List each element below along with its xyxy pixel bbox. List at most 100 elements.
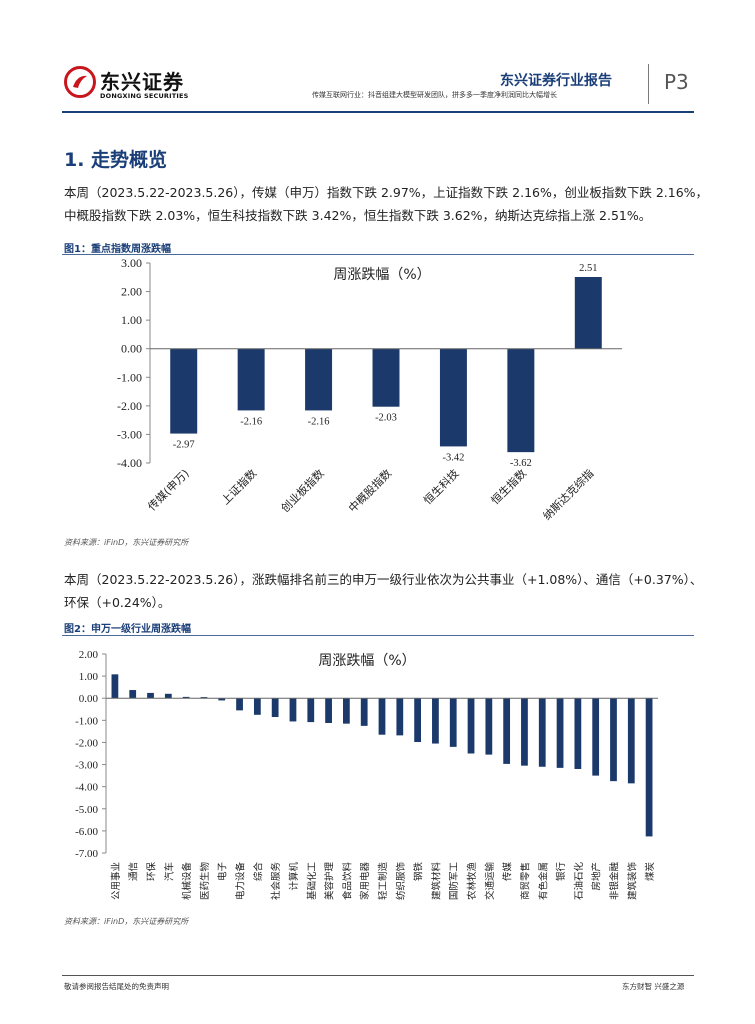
x-tick-label: 电力设备 (235, 862, 247, 901)
x-tick-label: 环保 (146, 862, 158, 882)
x-tick-label: 房地产 (591, 862, 603, 891)
x-tick-label: 建筑装饰 (626, 862, 638, 900)
x-tick-label: 中概股指数 (345, 466, 394, 515)
y-tick-label: 3.00 (121, 256, 142, 270)
chart-index-weekly-change: 3.00 2.00 1.00 0.00 -1.00 -2.00 -3.00 -4.00 -2.9… (117, 256, 622, 523)
x-tick-label: 通信 (128, 862, 140, 881)
x-tick-label: 恒生指数 (488, 466, 529, 507)
page-number: P3 (664, 70, 689, 94)
footer-disclaimer: 敬请参阅报告结尾处的免责声明 (64, 982, 169, 991)
y-tick-label: -1.00 (117, 370, 142, 384)
paragraph-line: 中概股指数下跌 2.03%，恒生科技指数下跌 3.42%，恒生指数下跌 3.62… (64, 208, 652, 223)
bar (507, 348, 535, 453)
data-label: -3.62 (510, 458, 532, 469)
x-tick-label: 机械设备 (181, 862, 193, 901)
data-label: -2.16 (308, 416, 330, 427)
x-tick-label: 煤炭 (644, 862, 656, 882)
bar (574, 277, 602, 349)
data-label: 2.51 (579, 263, 597, 274)
section-title: 1. 走势概览 (64, 149, 168, 171)
data-label: -3.42 (442, 452, 464, 463)
y-tick-label: 0.00 (79, 693, 99, 705)
company-logo-icon (64, 66, 96, 98)
bar (360, 698, 368, 726)
y-tick-label: -2.00 (117, 399, 142, 413)
x-tick-label: 有色金属 (537, 862, 549, 900)
y-tick-label: -2.00 (75, 737, 98, 749)
x-tick-label: 纺织服饰 (395, 862, 407, 900)
bar (305, 348, 333, 411)
footer-rule (62, 975, 694, 976)
y-tick-label: -1.00 (75, 715, 98, 727)
x-tick-label: 传媒(申万) (145, 467, 191, 513)
x-tick-label: 计算机 (288, 862, 300, 891)
bar (271, 698, 279, 718)
bar (200, 697, 208, 699)
x-tick-label: 家用电器 (359, 862, 371, 901)
x-tick-label: 农林牧渔 (466, 862, 478, 901)
footer-slogan: 东方财智 兴盛之源 (622, 982, 685, 991)
x-tick-label: 美容护理 (324, 862, 336, 901)
bar (182, 696, 190, 699)
bar (378, 698, 386, 735)
x-tick-label: 电子 (217, 862, 229, 882)
y-tick-label: -7.00 (75, 848, 98, 860)
x-tick-label: 银行 (555, 862, 567, 882)
x-tick-label: 商贸零售 (519, 862, 531, 900)
bar (218, 698, 226, 701)
paragraph-line: 环保（+0.24%）。 (64, 595, 171, 610)
y-tick-label: -3.00 (117, 427, 142, 441)
bar (627, 698, 635, 784)
figure1-source: 资料来源：iFinD，东兴证券研究所 (64, 538, 189, 547)
x-tick-label: 国防军工 (448, 862, 460, 901)
y-tick-label: 0.00 (121, 342, 142, 356)
bar (289, 698, 297, 722)
header-rule (62, 111, 694, 113)
chart-industry-weekly-change: 2.00 1.00 0.00 -1.00 -2.00 -3.00 -4.00 -5.00 -6.… (75, 649, 658, 901)
x-tick-label: 基础化工 (306, 862, 318, 901)
x-tick-label: 汽车 (163, 862, 175, 881)
x-tick-label: 建筑材料 (430, 862, 442, 901)
bar (111, 674, 119, 699)
paragraph-line: 本周（2023.5.22-2023.5.26），传媒（申万）指数下跌 2.97%… (64, 185, 709, 200)
x-tick-label: 石油石化 (573, 862, 585, 901)
y-tick-label: -4.00 (75, 782, 98, 794)
figure1-caption: 图1：重点指数周涨跌幅 (64, 244, 171, 255)
bar (396, 698, 404, 736)
x-tick-label: 交通运输 (484, 862, 496, 901)
x-tick-label: 钢铁 (413, 862, 425, 882)
paragraph-line: 本周（2023.5.22-2023.5.26），涨跌幅排名前三的申万一级行业依次… (64, 572, 703, 587)
bar (129, 690, 137, 699)
data-label: -2.97 (173, 440, 195, 451)
logo-company-name-en: DONGXING SECURITIES (100, 92, 189, 100)
figure1-rule (62, 254, 694, 255)
bar (574, 698, 582, 769)
figure2-caption: 图2：申万一级行业周涨跌幅 (64, 624, 191, 635)
report-type: 东兴证券行业报告 (500, 73, 612, 89)
x-tick-label: 传媒 (502, 862, 514, 882)
bar (556, 698, 564, 768)
bar (236, 698, 243, 711)
report-subtitle: 传媒互联网行业：抖音组建大模型研发团队，拼多多一季度净利润同比大幅增长 (312, 91, 557, 99)
x-tick-label: 综合 (252, 862, 264, 882)
data-label: -2.03 (375, 413, 397, 424)
bar (521, 698, 528, 766)
paragraph-index-summary: 本周（2023.5.22-2023.5.26），传媒（申万）指数下跌 2.97%… (64, 181, 708, 227)
x-tick-label: 食品饮料 (341, 862, 353, 901)
bar (253, 698, 261, 715)
y-tick-label: 1.00 (121, 313, 142, 327)
x-tick-label: 公用事业 (110, 862, 122, 900)
bar (449, 698, 457, 747)
bar (610, 698, 617, 782)
y-tick-label: -5.00 (75, 804, 98, 816)
y-tick-label: -6.00 (75, 826, 98, 838)
bar (467, 698, 475, 754)
bar (325, 698, 332, 723)
chart-title: 周涨跌幅（%） (318, 653, 415, 669)
bar (307, 698, 315, 723)
header-divider (648, 64, 649, 104)
x-tick-label: 医药生物 (199, 862, 211, 901)
bar (170, 348, 198, 434)
y-tick-label: 1.00 (79, 671, 99, 683)
bar (343, 698, 350, 724)
